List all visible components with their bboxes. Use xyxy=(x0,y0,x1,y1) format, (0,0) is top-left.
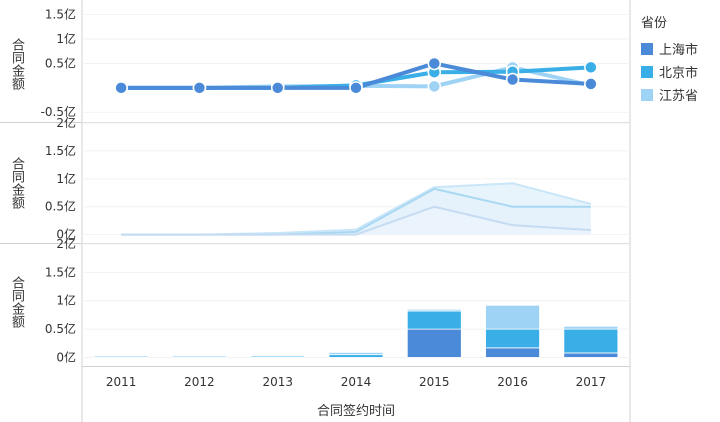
legend-label-beijing: 北京市 xyxy=(659,66,699,81)
legend-item-jiangsu[interactable]: 江苏省 xyxy=(641,83,698,106)
y-tick-label-panel-2: 2亿 xyxy=(56,115,76,130)
point-jiangsu xyxy=(427,79,442,94)
bar-shanghai xyxy=(406,328,462,358)
legend-label-jiangsu: 江苏省 xyxy=(659,89,699,104)
point-shanghai xyxy=(270,81,285,95)
x-tick-label: 2013 xyxy=(262,375,293,389)
bar-jiangsu xyxy=(250,355,306,358)
y-tick-label-panel-1: 1.5亿 xyxy=(45,7,76,22)
y-axis-title-panel-1: 合同金额 xyxy=(9,38,24,90)
y-axis-title-panel-3: 合同金额 xyxy=(9,276,24,328)
legend-item-shanghai[interactable]: 上海市 xyxy=(641,37,698,60)
point-shanghai xyxy=(192,81,207,95)
bar-beijing xyxy=(563,328,619,354)
y-tick-label-panel-3: 0.5亿 xyxy=(45,321,76,336)
y-tick-label-panel-1: -0.5亿 xyxy=(41,104,76,119)
y-tick-label-panel-1: 0.5亿 xyxy=(45,55,76,70)
legend-swatch-jiangsu xyxy=(641,88,653,101)
point-shanghai xyxy=(427,56,442,71)
y-axis-title-panel-2: 合同金额 xyxy=(9,157,24,209)
bar-shanghai xyxy=(563,352,619,358)
y-tick-label-panel-3: 1亿 xyxy=(56,293,76,308)
y-tick-label-panel-3: 2亿 xyxy=(56,236,76,251)
legend-swatch-beijing xyxy=(641,65,653,78)
point-shanghai xyxy=(114,81,128,95)
area-beijing xyxy=(121,188,591,235)
bar-shanghai xyxy=(485,347,540,358)
area-shanghai xyxy=(121,206,591,235)
legend-label-shanghai: 上海市 xyxy=(659,43,699,58)
x-tick-label: 2017 xyxy=(576,375,607,389)
y-tick-label-panel-2: 0亿 xyxy=(56,227,76,242)
bar-beijing xyxy=(406,310,462,330)
x-tick-label: 2011 xyxy=(106,375,137,389)
point-shanghai xyxy=(505,72,520,87)
bar-jiangsu xyxy=(485,304,540,330)
x-tick-label: 2012 xyxy=(184,375,215,389)
area-jiangsu xyxy=(121,183,591,235)
point-beijing xyxy=(584,60,598,75)
x-tick-label: 2014 xyxy=(341,375,372,389)
y-tick-label-panel-1: 1亿 xyxy=(56,31,76,46)
bar-jiangsu xyxy=(172,355,227,358)
legend: 省份 上海市 北京市 江苏省 xyxy=(641,12,698,106)
y-tick-label-panel-2: 1亿 xyxy=(56,171,76,186)
x-axis-title: 合同签约时间 xyxy=(316,404,395,419)
legend-item-beijing[interactable]: 北京市 xyxy=(641,60,698,83)
point-shanghai xyxy=(584,77,598,91)
bar-jiangsu xyxy=(563,325,619,330)
bar-beijing xyxy=(485,328,540,349)
y-tick-label-panel-2: 1.5亿 xyxy=(45,143,76,158)
legend-swatch-shanghai xyxy=(641,42,653,55)
bar-jiangsu xyxy=(93,355,149,358)
y-tick-label-panel-3: 0亿 xyxy=(56,349,76,364)
y-tick-label-panel-3: 1.5亿 xyxy=(45,264,76,279)
x-tick-label: 2015 xyxy=(419,375,450,389)
x-tick-label: 2016 xyxy=(497,375,528,389)
bar-beijing xyxy=(328,354,384,358)
area-line-shanghai xyxy=(121,205,591,236)
y-tick-label-panel-2: 0.5亿 xyxy=(45,199,76,214)
point-shanghai xyxy=(349,81,363,95)
bar-jiangsu xyxy=(406,308,462,312)
legend-title: 省份 xyxy=(641,16,668,31)
bar-jiangsu xyxy=(328,351,384,356)
